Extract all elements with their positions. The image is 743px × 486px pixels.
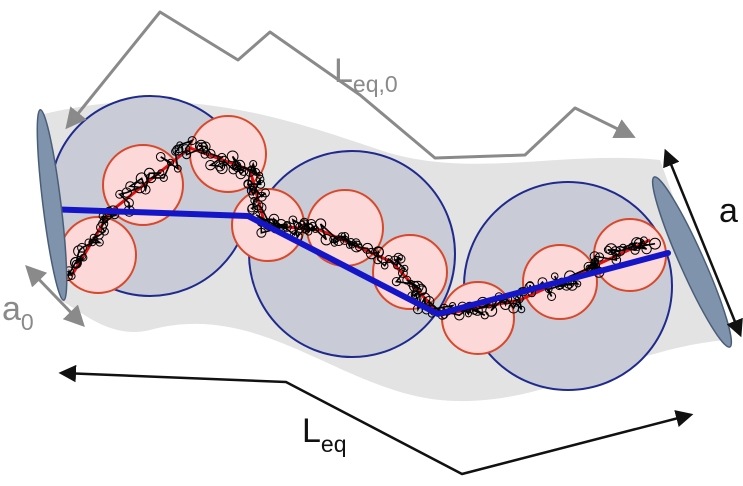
monomer-bead: [218, 155, 230, 167]
monomer-bead: [633, 242, 642, 251]
monomer-bead: [77, 242, 87, 253]
monomer-bead: [143, 167, 155, 179]
monomer-bead: [649, 237, 661, 250]
monomer-bead: [589, 251, 600, 262]
monomer-bead: [574, 280, 582, 288]
monomer-bead: [268, 213, 280, 225]
monomer-bead: [594, 252, 605, 262]
monomer-bead: [633, 238, 645, 249]
monomer-bead: [226, 150, 239, 163]
monomer-bead: [84, 238, 93, 247]
monomer-bead: [159, 173, 168, 182]
monomer-bead: [550, 272, 559, 281]
monomer-bead: [260, 188, 270, 198]
monomer-size-label: a0: [2, 290, 34, 335]
tube-diameter-arrow: [663, 148, 743, 338]
monomer-size-arrow: [25, 264, 85, 328]
sub-blob: [59, 216, 137, 294]
monomer-bead: [181, 144, 191, 154]
monomer-bead: [373, 255, 383, 265]
tube-diameter-label: a: [719, 192, 738, 230]
monomer-bead: [176, 141, 184, 149]
monomer-bead: [173, 164, 182, 173]
monomer-bead: [605, 243, 617, 256]
monomer-bead: [155, 152, 166, 162]
monomer-bead: [247, 204, 256, 213]
monomer-bead: [380, 261, 389, 270]
monomer-bead: [124, 198, 134, 208]
monomer-bead: [182, 150, 192, 160]
monomer-bead: [396, 254, 406, 264]
sub-blob: [441, 281, 515, 355]
monomer-bead: [73, 245, 85, 258]
monomer-bead: [145, 172, 157, 184]
subchain-path: [70, 146, 651, 317]
monomer-bead: [348, 241, 356, 249]
monomer-bead: [205, 149, 216, 159]
monomer-bead: [121, 187, 132, 198]
monomer-bead: [252, 199, 264, 211]
monomer-bead: [485, 304, 498, 317]
monomer-bead: [125, 181, 136, 192]
monomer-bead: [320, 234, 332, 246]
monomer-bead: [166, 158, 175, 166]
equivalent-length-label: Leq: [302, 412, 347, 457]
monomer-bead: [256, 202, 267, 213]
monomer-bead: [517, 305, 526, 314]
monomer-bead: [330, 239, 338, 247]
monomer-bead: [172, 144, 184, 156]
equivalent-length-arrow: [58, 364, 694, 476]
monomer-bead: [250, 182, 258, 191]
monomer-bead: [255, 174, 265, 184]
monomer-bead: [282, 222, 292, 232]
monomer-bead: [410, 290, 420, 300]
monomer-bead: [340, 232, 350, 241]
monomer-bead: [238, 166, 249, 176]
monomer-bead: [216, 162, 228, 175]
monomer-bead: [140, 184, 151, 195]
monomer-bead: [135, 172, 148, 185]
monomer-bead: [246, 185, 257, 196]
monomer-bead: [402, 275, 412, 285]
monomer-bead: [256, 171, 264, 179]
monomer-bead: [351, 238, 361, 247]
monomer-bead: [391, 277, 401, 287]
monomer-bead: [329, 235, 337, 244]
monomer-bead: [372, 246, 384, 258]
monomer-bead: [340, 235, 350, 245]
monomer-bead: [619, 243, 627, 252]
contour-length-arrow: [65, 10, 636, 160]
monomer-bead: [288, 215, 298, 225]
monomer-bead: [231, 160, 242, 171]
monomer-bead: [299, 219, 309, 229]
monomer-bead: [214, 161, 226, 172]
monomer-bead: [355, 243, 363, 252]
monomer-bead: [464, 310, 472, 318]
monomer-bead: [416, 285, 428, 296]
primitive-path: [43, 206, 671, 317]
monomer-bead: [398, 268, 408, 278]
monomer-bead: [89, 233, 98, 242]
contour-length-label: Leq,0: [334, 52, 398, 97]
monomer-bead: [641, 243, 652, 255]
monomer-bead: [384, 255, 393, 264]
monomer-bead: [390, 255, 400, 265]
monomer-bead: [365, 247, 378, 260]
monomer-bead: [256, 227, 267, 238]
monomer-bead: [315, 218, 327, 230]
monomer-bead: [98, 218, 109, 229]
monomer-bead: [283, 221, 291, 229]
monomer-bead: [115, 189, 124, 199]
monomer-bead: [194, 142, 203, 151]
monomer-bead: [547, 292, 557, 301]
monomer-bead: [200, 141, 211, 152]
monomer-bead: [393, 261, 401, 270]
monomer-bead: [249, 160, 258, 168]
monomer-bead: [244, 166, 256, 177]
